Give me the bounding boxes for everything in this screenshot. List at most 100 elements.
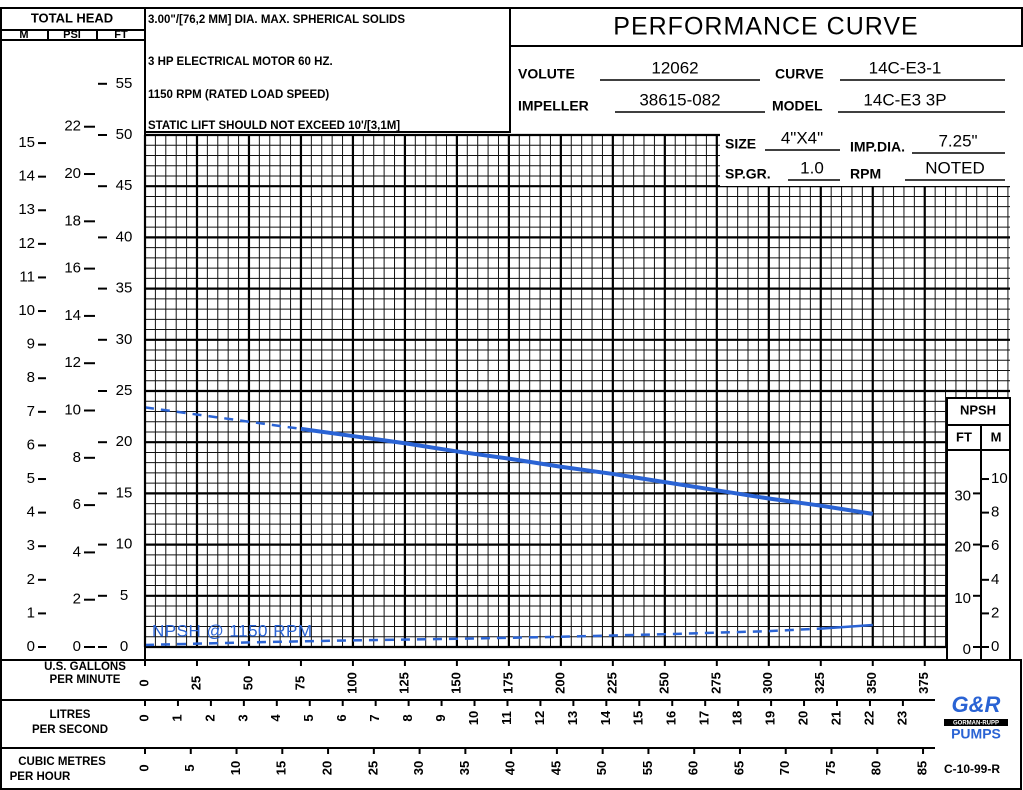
x-tick-label: 50	[240, 676, 255, 690]
y-tick-label: 5	[120, 587, 128, 604]
x-tick-label: 300	[760, 672, 775, 694]
x-tick-label: 325	[812, 672, 827, 694]
x-tick-label: 18	[730, 711, 745, 725]
x-tick-label: 100	[344, 672, 359, 694]
curve	[300, 426, 874, 516]
x-tick-label: 21	[828, 711, 843, 725]
title-frame	[509, 7, 1023, 47]
field-value: 7.25"	[938, 131, 977, 150]
note: 3 HP ELECTRICAL MOTOR 60 HZ.	[148, 56, 333, 68]
x-label: PER HOUR	[10, 771, 71, 783]
overlay: TOTAL HEAD M PSI FT 3.00"/[76,2 MM] DIA.…	[0, 7, 1023, 790]
x-tick-label: 14	[598, 710, 613, 725]
x-tick-label: 40	[503, 761, 518, 775]
y2-tick-label: 10	[954, 590, 971, 607]
x-tick-label: 12	[532, 711, 547, 725]
y2-label: M	[991, 429, 1002, 444]
y-tick-label: 12	[18, 235, 35, 252]
code: C-10-99-R	[944, 762, 1000, 776]
x-tick-label: 250	[656, 672, 671, 694]
y-tick-label: 2	[73, 591, 81, 608]
y-tick-label: 0	[120, 638, 128, 655]
y-tick-label: 35	[116, 280, 133, 297]
y-tick-label: 50	[116, 126, 133, 143]
y-tick-label: 40	[116, 228, 133, 245]
x-tick-label: 350	[864, 672, 879, 694]
y-tick-label: 20	[116, 433, 133, 450]
x-tick-label: 25	[188, 676, 203, 690]
x-tick-label: 225	[604, 672, 619, 694]
y-tick-label: 16	[64, 260, 81, 277]
y-tick-label: 14	[18, 168, 35, 185]
x-label: LITRES	[50, 709, 91, 721]
x-tick-label: 20	[795, 711, 810, 725]
y-tick-label: 4	[73, 543, 81, 560]
y2-tick-label: 4	[991, 571, 999, 588]
y-tick-label: 12	[64, 354, 81, 371]
x-tick-label: 150	[448, 672, 463, 694]
x-tick-label: 30	[411, 761, 426, 775]
y-tick-label: 10	[18, 302, 35, 319]
x-tick-label: 15	[631, 711, 646, 725]
x-tick-label: 23	[894, 711, 909, 725]
annotation: NPSH @ 1150 RPM	[152, 621, 313, 640]
x-tick-label: 125	[396, 672, 411, 694]
y2-tick-label: 6	[991, 537, 999, 554]
y2-label: FT	[956, 429, 972, 444]
x-tick-label: 25	[365, 761, 380, 775]
x-tick-label: 200	[552, 672, 567, 694]
field-label: IMPELLER	[518, 98, 589, 114]
x-tick-label: 8	[400, 714, 415, 721]
x-tick-label: 55	[640, 761, 655, 775]
x-tick-label: 0	[136, 714, 151, 721]
x-tick-label: 70	[777, 761, 792, 775]
y-tick-label: 10	[116, 536, 133, 553]
x-tick-label: 375	[916, 672, 931, 694]
x-tick-label: 50	[594, 761, 609, 775]
x-tick-label: 80	[869, 761, 884, 775]
logo-band	[944, 719, 1008, 726]
x-tick-label: 45	[548, 761, 563, 775]
x-tick-label: 35	[457, 761, 472, 775]
logo: PUMPS	[951, 726, 1001, 742]
axis-label: FT	[114, 29, 128, 41]
title-panel	[510, 8, 1022, 130]
y-tick-label: 14	[64, 307, 81, 324]
field-value: 1.0	[800, 158, 824, 177]
note: 3.00"/[76,2 MM] DIA. MAX. SPHERICAL SOLI…	[148, 14, 405, 26]
y-tick-label: 13	[18, 201, 35, 218]
field-value: 12062	[651, 58, 698, 77]
x-tick-label: 22	[861, 711, 876, 725]
y-tick-label: 15	[116, 484, 133, 501]
x-label: PER MINUTE	[50, 674, 121, 686]
y-axis-title: TOTAL HEAD	[31, 10, 113, 25]
logo: GORMAN-RUPP	[953, 721, 999, 727]
y-tick-label: 1	[27, 604, 35, 621]
field-value: 38615-082	[639, 90, 720, 109]
y-tick-label: 6	[27, 436, 35, 453]
x-tick-label: 60	[686, 761, 701, 775]
x-tick-label: 85	[914, 761, 929, 775]
field-label: VOLUTE	[518, 66, 575, 82]
x-tick-label: 20	[320, 761, 335, 775]
y2-tick-label: 30	[954, 487, 971, 504]
x-tick-label: 5	[182, 764, 197, 771]
x-tick-label: 175	[500, 672, 515, 694]
y-tick-label: 0	[73, 638, 81, 655]
x-tick-label: 10	[228, 761, 243, 775]
x-label: CUBIC METRES	[18, 756, 106, 768]
x-tick-label: 65	[731, 761, 746, 775]
field-value: NOTED	[925, 158, 985, 177]
x-label: U.S. GALLONS	[44, 661, 126, 673]
axis-label: M	[19, 29, 28, 41]
field-value: 4"X4"	[781, 128, 823, 147]
x-tick-label: 275	[708, 672, 723, 694]
field-value: 14C-E3 3P	[863, 90, 946, 109]
x-tick-label: 4	[268, 714, 283, 722]
x-tick-label: 19	[763, 711, 778, 725]
note: STATIC LIFT SHOULD NOT EXCEED 10'/[3,1M]	[148, 120, 400, 132]
chart-title: PERFORMANCE CURVE	[613, 13, 918, 41]
y-tick-label: 2	[27, 571, 35, 588]
y-tick-label: 6	[73, 496, 81, 513]
field-label: SIZE	[725, 136, 756, 152]
